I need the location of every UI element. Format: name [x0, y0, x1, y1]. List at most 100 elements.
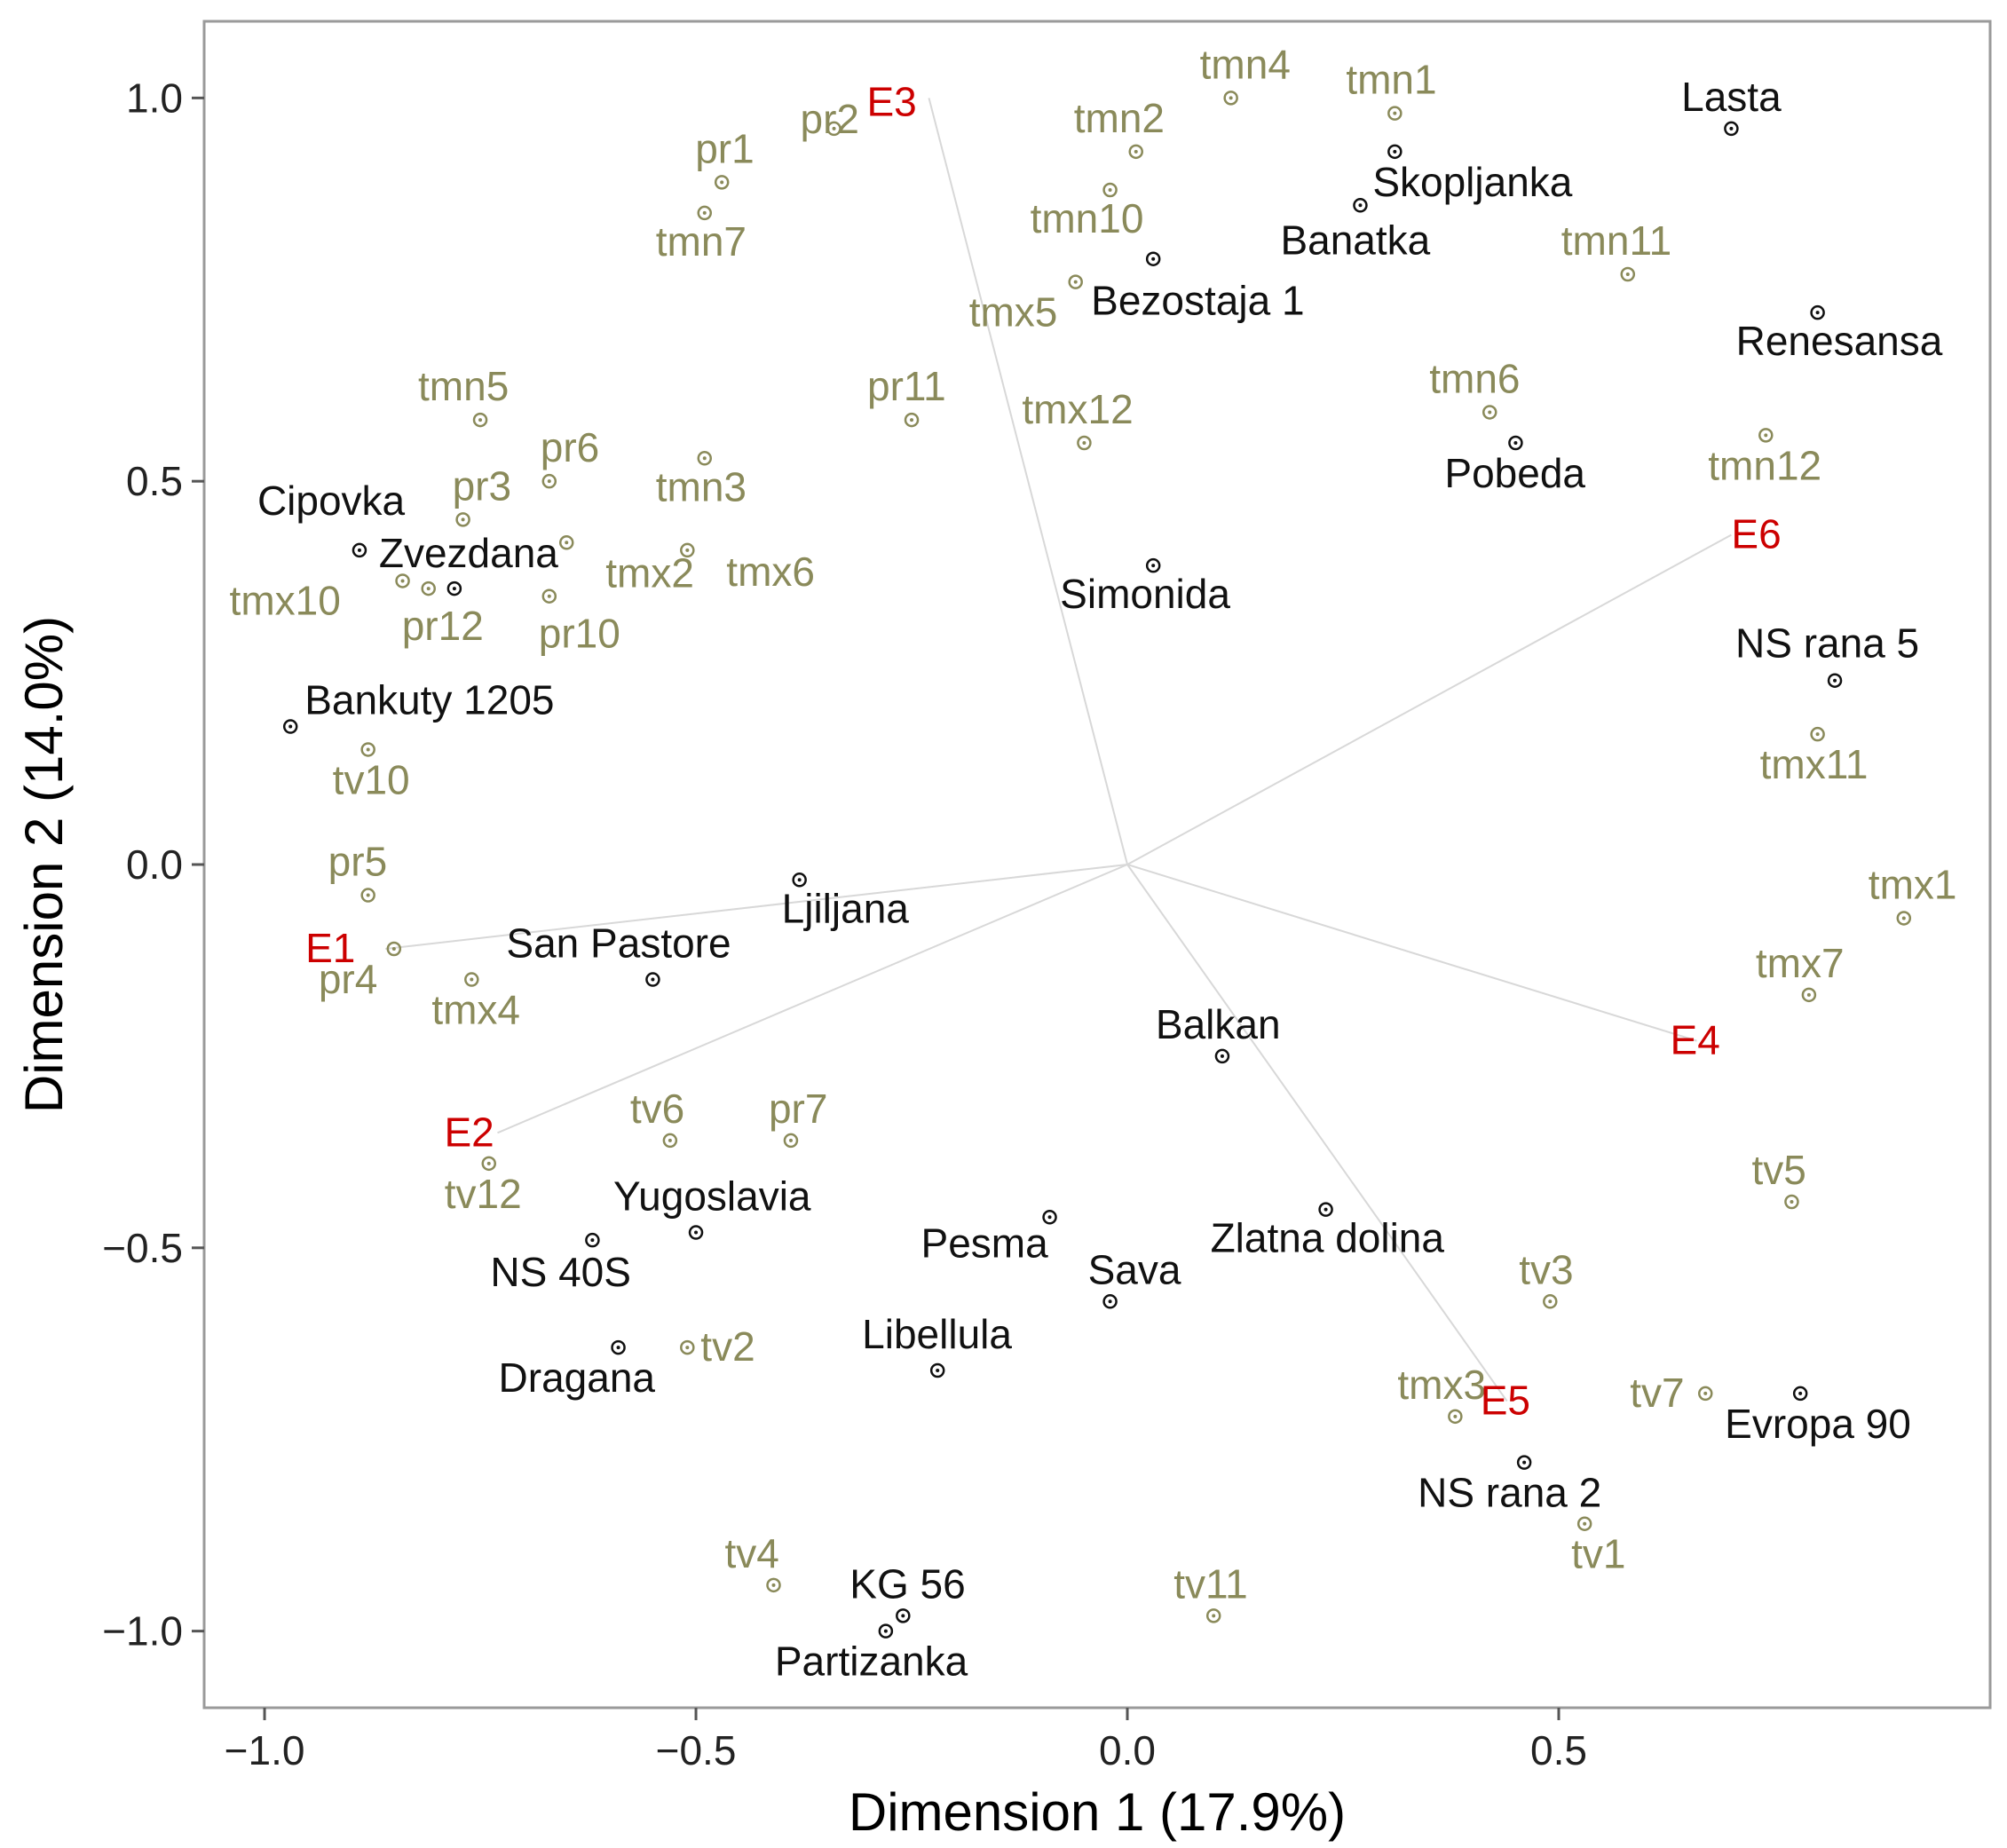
y-tick-label: 0.5 — [126, 458, 183, 504]
covariate-point-tmx5 — [1068, 274, 1083, 289]
genotype-point-dot-bankuty-1205 — [288, 724, 293, 729]
genotype-point-sava — [1102, 1294, 1118, 1309]
genotype-point-kg-56 — [896, 1608, 911, 1623]
x-tick-label: 0.5 — [1530, 1727, 1587, 1773]
genotype-label-skopljanka: Skopljanka — [1372, 159, 1572, 205]
covariate-point-tv1 — [1576, 1516, 1592, 1531]
covariate-point-tmx4 — [464, 972, 479, 987]
covariate-point-dot-tv4 — [771, 1583, 776, 1587]
covariate-point-pr10 — [541, 588, 557, 604]
covariate-point-dot-tv10 — [366, 747, 370, 752]
genotype-point-dot-sava — [1108, 1299, 1112, 1304]
covariate-point-dot-pr7 — [788, 1138, 793, 1142]
covariate-label-tmn2: tmn2 — [1074, 95, 1165, 141]
covariate-point-tv3 — [1543, 1294, 1558, 1309]
genotype-point-dot-ns-rana-5 — [1833, 678, 1837, 683]
covariate-point-tmx7 — [1801, 987, 1817, 1003]
covariate-point-tv12 — [481, 1156, 497, 1172]
genotype-label-kg-56: KG 56 — [849, 1560, 965, 1607]
covariate-point-dot-tv6 — [668, 1138, 672, 1142]
covariate-point-dot-tmx11 — [1815, 732, 1820, 737]
y-tick-label: −1.0 — [102, 1608, 183, 1655]
covariate-point-tv11 — [1205, 1608, 1221, 1623]
covariate-point-tv2 — [680, 1339, 695, 1355]
genotype-point-dot-skopljanka — [1393, 149, 1397, 154]
genotype-label-zlatna-dolina: Zlatna dolina — [1211, 1215, 1445, 1261]
covariate-label-tv1: tv1 — [1571, 1531, 1625, 1577]
genotype-point-banatka — [1353, 198, 1368, 213]
covariate-point-tmn6 — [1482, 405, 1497, 420]
point-markers — [282, 91, 1912, 1639]
covariate-point-pr2 — [826, 121, 842, 137]
covariate-label-pr1: pr1 — [695, 125, 754, 171]
covariate-point-pr4 — [386, 941, 402, 957]
covariate-point-tmn10 — [1102, 182, 1118, 198]
genotype-point-renesansa — [1810, 304, 1825, 320]
covariate-label-tmn4: tmn4 — [1200, 41, 1291, 87]
y-tick-label: −0.5 — [102, 1225, 183, 1271]
covariate-point-dot-tmx1 — [1901, 916, 1906, 920]
covariate-point-tv7 — [1697, 1386, 1713, 1402]
genotype-label-libellula: Libellula — [862, 1311, 1012, 1357]
covariate-label-tv2: tv2 — [700, 1323, 755, 1370]
genotype-point-evropa-90 — [1792, 1386, 1808, 1402]
genotype-label-bezostaja-1: Bezostaja 1 — [1091, 278, 1304, 324]
vector-e3 — [928, 98, 1128, 865]
covariate-point-tmx12 — [1077, 435, 1092, 451]
covariate-label-tv5: tv5 — [1751, 1147, 1806, 1193]
environment-label-e5: E5 — [1481, 1378, 1530, 1424]
genotype-point-dot-lasta — [1729, 126, 1734, 130]
genotype-label-banatka: Banatka — [1280, 217, 1430, 263]
covariate-point-pr11 — [904, 412, 920, 428]
covariate-point-pr7 — [783, 1133, 799, 1149]
covariate-point-tv6 — [662, 1133, 678, 1149]
covariate-point-dot-tmn11 — [1625, 272, 1630, 276]
covariate-label-tmx5: tmx5 — [969, 289, 1058, 336]
covariate-point-pr3 — [455, 512, 470, 527]
covariate-point-dot-tv2 — [685, 1346, 690, 1350]
covariate-point-dot-tv1 — [1583, 1521, 1587, 1526]
covariate-point-dot-tmx7 — [1806, 992, 1811, 997]
covariate-point-dot-tv3 — [1548, 1299, 1553, 1304]
point-labels: tmn4 tmn1 pr2 tmn2 pr1 tmn10 tmn7 tmn11 tmx5 tmn6… — [230, 41, 1957, 1684]
genotype-point-san-pastore — [645, 972, 660, 987]
covariate-point-tmn1 — [1387, 106, 1403, 121]
genotype-point-dot-libellula — [936, 1369, 940, 1372]
plot-frame — [202, 20, 1992, 1710]
covariate-point-tmx6 — [680, 542, 695, 558]
genotype-label-ns-rana-2: NS rana 2 — [1418, 1470, 1601, 1516]
covariate-label-tmx11: tmx11 — [1760, 741, 1869, 787]
genotype-point-dot-dragana — [616, 1346, 620, 1350]
covariate-point-dot-pr11 — [910, 418, 914, 423]
genotype-point-dot-yugoslavia — [694, 1230, 699, 1235]
genotype-point-dot-pobeda — [1513, 441, 1518, 445]
covariate-point-dot-pr3 — [461, 517, 465, 522]
covariate-point-dot-tmx2 — [565, 541, 569, 545]
y-axis-title: Dimension 2 (14.0%) — [14, 616, 74, 1113]
covariate-label-tmx10: tmx10 — [230, 577, 341, 623]
covariate-label-tmx3: tmx3 — [1397, 1362, 1486, 1408]
covariate-point-dot-pr12 — [426, 587, 431, 591]
vector-e4 — [1126, 864, 1697, 1042]
y-tick-label: 1.0 — [126, 75, 183, 121]
genotype-label-yugoslavia: Yugoslavia — [613, 1173, 811, 1220]
covariate-label-pr10: pr10 — [539, 611, 620, 657]
environment-label-e3: E3 — [866, 78, 916, 124]
x-axis-title: Dimension 1 (17.9%) — [849, 1782, 1346, 1842]
genotype-point-pobeda — [1508, 435, 1523, 451]
genotype-point-pesma — [1042, 1210, 1057, 1225]
genotype-label-ns-40s: NS 40S — [490, 1249, 631, 1295]
covariate-point-dot-tmn1 — [1393, 111, 1397, 115]
genotype-point-dot-ns-rana-2 — [1522, 1460, 1527, 1465]
genotype-point-ns-rana-5 — [1827, 673, 1843, 688]
covariate-point-tmn11 — [1620, 266, 1636, 282]
genotype-point-dot-kg-56 — [901, 1614, 905, 1618]
covariate-label-tmx12: tmx12 — [1022, 386, 1133, 432]
covariate-point-dot-pr1 — [720, 180, 724, 185]
genotype-point-ljiljana — [792, 873, 807, 888]
covariate-point-dot-tmn7 — [702, 210, 707, 215]
covariate-point-dot-pr5 — [366, 893, 370, 897]
covariate-point-tmn3 — [697, 451, 712, 466]
genotype-label-simonida: Simonida — [1060, 571, 1230, 617]
